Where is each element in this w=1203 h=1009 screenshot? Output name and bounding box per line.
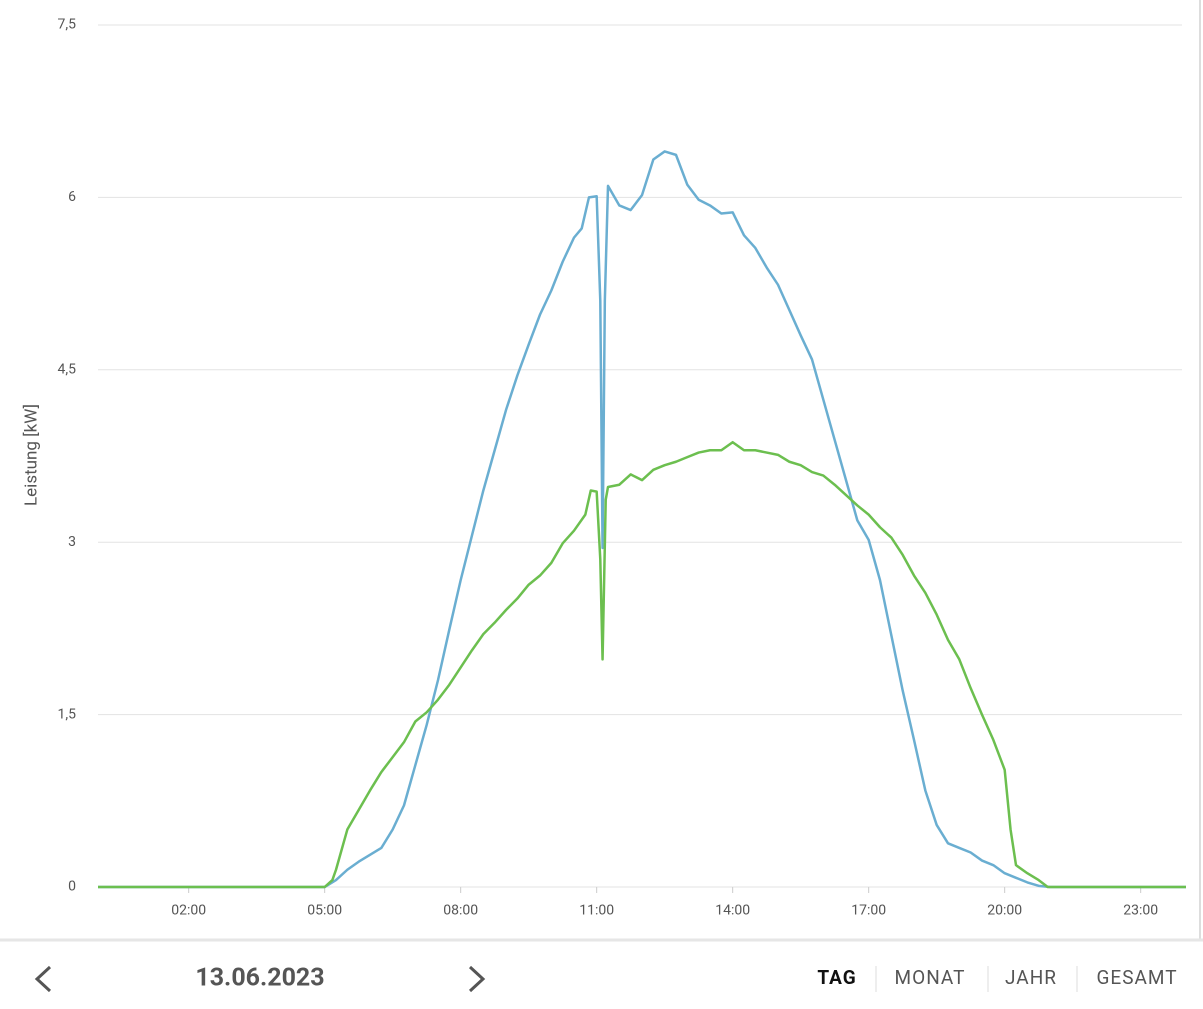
- y-axis-label: Leistung [kW]: [21, 404, 41, 506]
- x-tick-label: 23:00: [1123, 903, 1158, 919]
- y-tick-label: 1,5: [58, 706, 77, 722]
- series-line: [98, 150, 1186, 889]
- y-tick-label: 6: [68, 189, 76, 205]
- tab-gesamt[interactable]: GESAMT: [1096, 966, 1177, 989]
- tab-monat[interactable]: MONAT: [895, 966, 966, 989]
- x-tick-label: 08:00: [443, 903, 478, 919]
- x-tick-label: 11:00: [579, 903, 614, 919]
- x-tick-label: 05:00: [307, 903, 342, 919]
- date-label: 13.06.2023: [195, 964, 324, 993]
- x-tick-label: 14:00: [715, 903, 750, 919]
- tab-tag[interactable]: TAG: [817, 966, 856, 989]
- series-line: [98, 440, 1186, 889]
- prev-button[interactable]: [34, 965, 52, 993]
- next-button[interactable]: [468, 965, 486, 993]
- tab-jahr[interactable]: JAHR: [1005, 966, 1057, 989]
- y-tick-label: 0: [68, 879, 76, 895]
- x-tick-label: 20:00: [987, 903, 1022, 919]
- y-tick-label: 4,5: [58, 362, 77, 378]
- x-tick-label: 17:00: [851, 903, 886, 919]
- x-tick-label: 02:00: [171, 903, 206, 919]
- y-tick-label: 3: [68, 534, 76, 550]
- y-tick-label: 7,5: [58, 17, 77, 33]
